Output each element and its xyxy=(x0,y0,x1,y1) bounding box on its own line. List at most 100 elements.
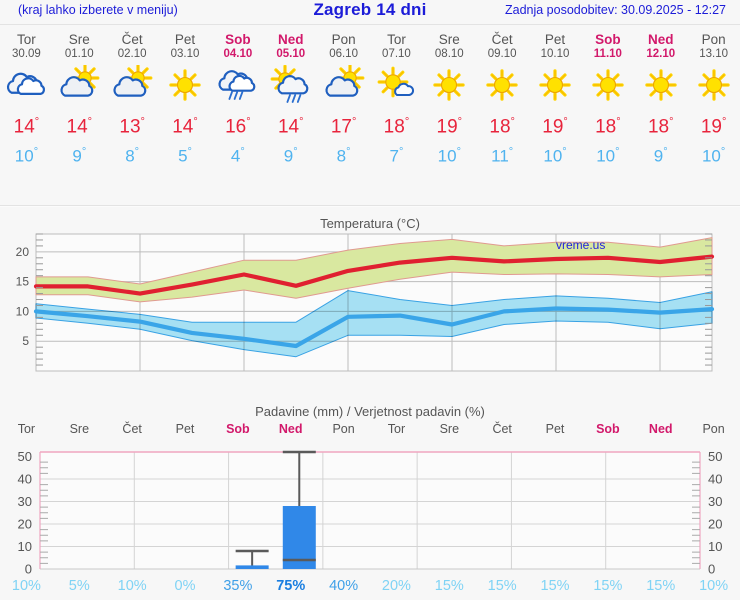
precipitation-day-label: Sre xyxy=(439,422,460,436)
degree-symbol: ° xyxy=(456,146,461,159)
forecast-day-name: Ned xyxy=(277,32,304,47)
forecast-day-column: Tor 30.09 14° 10° xyxy=(0,32,53,169)
forecast-day-column: Čet 02.10 13° 8° xyxy=(106,32,159,169)
degree-symbol: ° xyxy=(187,146,192,159)
forecast-min-temp-value: 11 xyxy=(491,146,509,166)
forecast-day-column: Čet 09.10 18° 11° xyxy=(476,32,529,169)
svg-text:20: 20 xyxy=(18,517,32,532)
degree-symbol: ° xyxy=(346,146,351,159)
forecast-day-column: Ned 12.10 18° 9° xyxy=(634,32,687,169)
forecast-day-date: 11.10 xyxy=(593,48,622,60)
forecast-day-column: Pon 06.10 17° 8° xyxy=(317,32,370,169)
forecast-max-temp-value: 14 xyxy=(172,116,194,138)
precipitation-day-label: Ned xyxy=(648,422,673,436)
precipitation-day-label: Sre xyxy=(69,422,90,436)
strip-divider-shadow xyxy=(0,206,740,207)
forecast-min-temp-value: 8 xyxy=(336,146,347,166)
temperature-chart-svg-wrap: 5 10 15 20 xyxy=(0,212,740,402)
forecast-day-name: Ned xyxy=(647,32,674,47)
precipitation-day-label: Pon xyxy=(332,422,355,436)
forecast-max-temp: 18° xyxy=(370,109,423,140)
forecast-day-name: Tor xyxy=(387,32,406,47)
svg-text:40: 40 xyxy=(708,472,722,487)
forecast-min-temp-value: 10 xyxy=(596,146,616,166)
forecast-max-temp-value: 14 xyxy=(277,116,300,138)
forecast-min-temp: 10° xyxy=(581,140,634,169)
strip-divider xyxy=(0,205,740,206)
forecast-day-name: Pon xyxy=(331,32,356,47)
precipitation-probability-value: 75% xyxy=(276,578,306,594)
precipitation-chart-panel: Padavine (mm) / Verjetnost padavin (%) T… xyxy=(0,400,740,600)
precipitation-probability-value: 15% xyxy=(540,578,570,594)
forecast-day-date: 12.10 xyxy=(646,48,676,60)
forecast-max-temp: 18° xyxy=(476,109,529,140)
sunny-icon xyxy=(423,63,476,107)
temperature-chart-title-text: Temperatura (°C) xyxy=(320,216,420,231)
degree-symbol: ° xyxy=(669,116,674,128)
degree-symbol: ° xyxy=(508,146,514,159)
svg-text:15: 15 xyxy=(16,275,30,289)
partly-sunny-icon xyxy=(106,63,159,107)
sun-small-cloud-icon xyxy=(370,63,423,107)
forecast-max-temp-value: 18 xyxy=(647,116,670,138)
precipitation-probability-value: 20% xyxy=(381,578,411,594)
forecast-min-temp: 8° xyxy=(106,140,159,169)
forecast-day-name: Čet xyxy=(121,32,143,47)
precipitation-day-label: Pon xyxy=(702,422,725,436)
precipitation-day-label: Tor xyxy=(387,422,406,436)
forecast-max-temp-value: 19 xyxy=(436,116,458,138)
precipitation-day-label: Pet xyxy=(175,422,195,436)
forecast-day-column: Sob 04.10 16° 4° xyxy=(211,32,264,169)
temperature-chart: 5 10 15 20 xyxy=(16,233,715,372)
forecast-max-temp: 18° xyxy=(581,109,634,140)
forecast-min-temp: 11° xyxy=(476,140,529,169)
forecast-max-temp: 16° xyxy=(211,109,264,140)
precipitation-probability-value: 5% xyxy=(68,578,90,594)
degree-symbol: ° xyxy=(562,146,567,159)
forecast-min-temp: 5° xyxy=(159,140,212,169)
degree-symbol: ° xyxy=(293,146,298,159)
degree-symbol: ° xyxy=(615,146,620,159)
partly-sunny-icon xyxy=(317,63,370,107)
forecast-max-temp-value: 17 xyxy=(330,116,352,138)
precipitation-day-label: Tor xyxy=(17,422,36,436)
degree-symbol: ° xyxy=(34,116,40,128)
precipitation-day-label: Čet xyxy=(492,422,512,436)
forecast-min-temp: 10° xyxy=(529,140,582,169)
forecast-min-temp-value: 10 xyxy=(701,146,721,166)
forecast-day-name: Sre xyxy=(68,32,90,47)
last-update-label: Zadnja posodobitev: 30.09.2025 - 12:27 xyxy=(504,3,726,17)
precipitation-chart-svg-wrap: 0 0 10 10 20 20 30 30 40 40 50 50 xyxy=(0,438,740,588)
forecast-day-column: Tor 07.10 18° 7° xyxy=(370,32,423,169)
forecast-min-temp-value: 7 xyxy=(389,146,399,166)
forecast-max-temp-value: 19 xyxy=(700,116,722,138)
forecast-day-column: Sre 08.10 19° 10° xyxy=(423,32,476,169)
svg-text:10: 10 xyxy=(18,539,32,554)
sunny-icon xyxy=(159,63,212,107)
degree-symbol: ° xyxy=(663,146,668,159)
svg-text:30: 30 xyxy=(18,494,32,509)
forecast-day-name: Sob xyxy=(225,32,251,47)
degree-symbol: ° xyxy=(87,116,93,128)
forecast-day-date: 01.10 xyxy=(64,48,94,60)
forecast-day-date: 02.10 xyxy=(117,48,147,60)
forecast-min-temp: 10° xyxy=(687,140,740,169)
degree-symbol: ° xyxy=(33,146,39,159)
forecast-max-temp: 18° xyxy=(634,109,687,140)
forecast-min-temp-value: 10 xyxy=(543,146,563,166)
precipitation-day-label: Ned xyxy=(278,422,303,436)
svg-text:5: 5 xyxy=(22,334,29,348)
forecast-max-temp-value: 19 xyxy=(542,116,564,138)
forecast-max-temp: 14° xyxy=(53,109,106,140)
forecast-max-temp-value: 16 xyxy=(225,116,247,138)
forecast-min-temp-value: 9 xyxy=(283,146,294,166)
forecast-day-date: 08.10 xyxy=(434,48,464,60)
forecast-day-name: Sob xyxy=(595,32,621,47)
location-menu-note: (kraj lahko izberete v meniju) xyxy=(18,3,178,17)
precipitation-probability-value: 10% xyxy=(11,578,41,594)
page-title: Zagreb 14 dni xyxy=(313,0,427,19)
degree-symbol: ° xyxy=(721,116,727,128)
svg-text:20: 20 xyxy=(16,245,30,259)
rain-icon xyxy=(211,63,264,107)
degree-symbol: ° xyxy=(299,116,304,128)
